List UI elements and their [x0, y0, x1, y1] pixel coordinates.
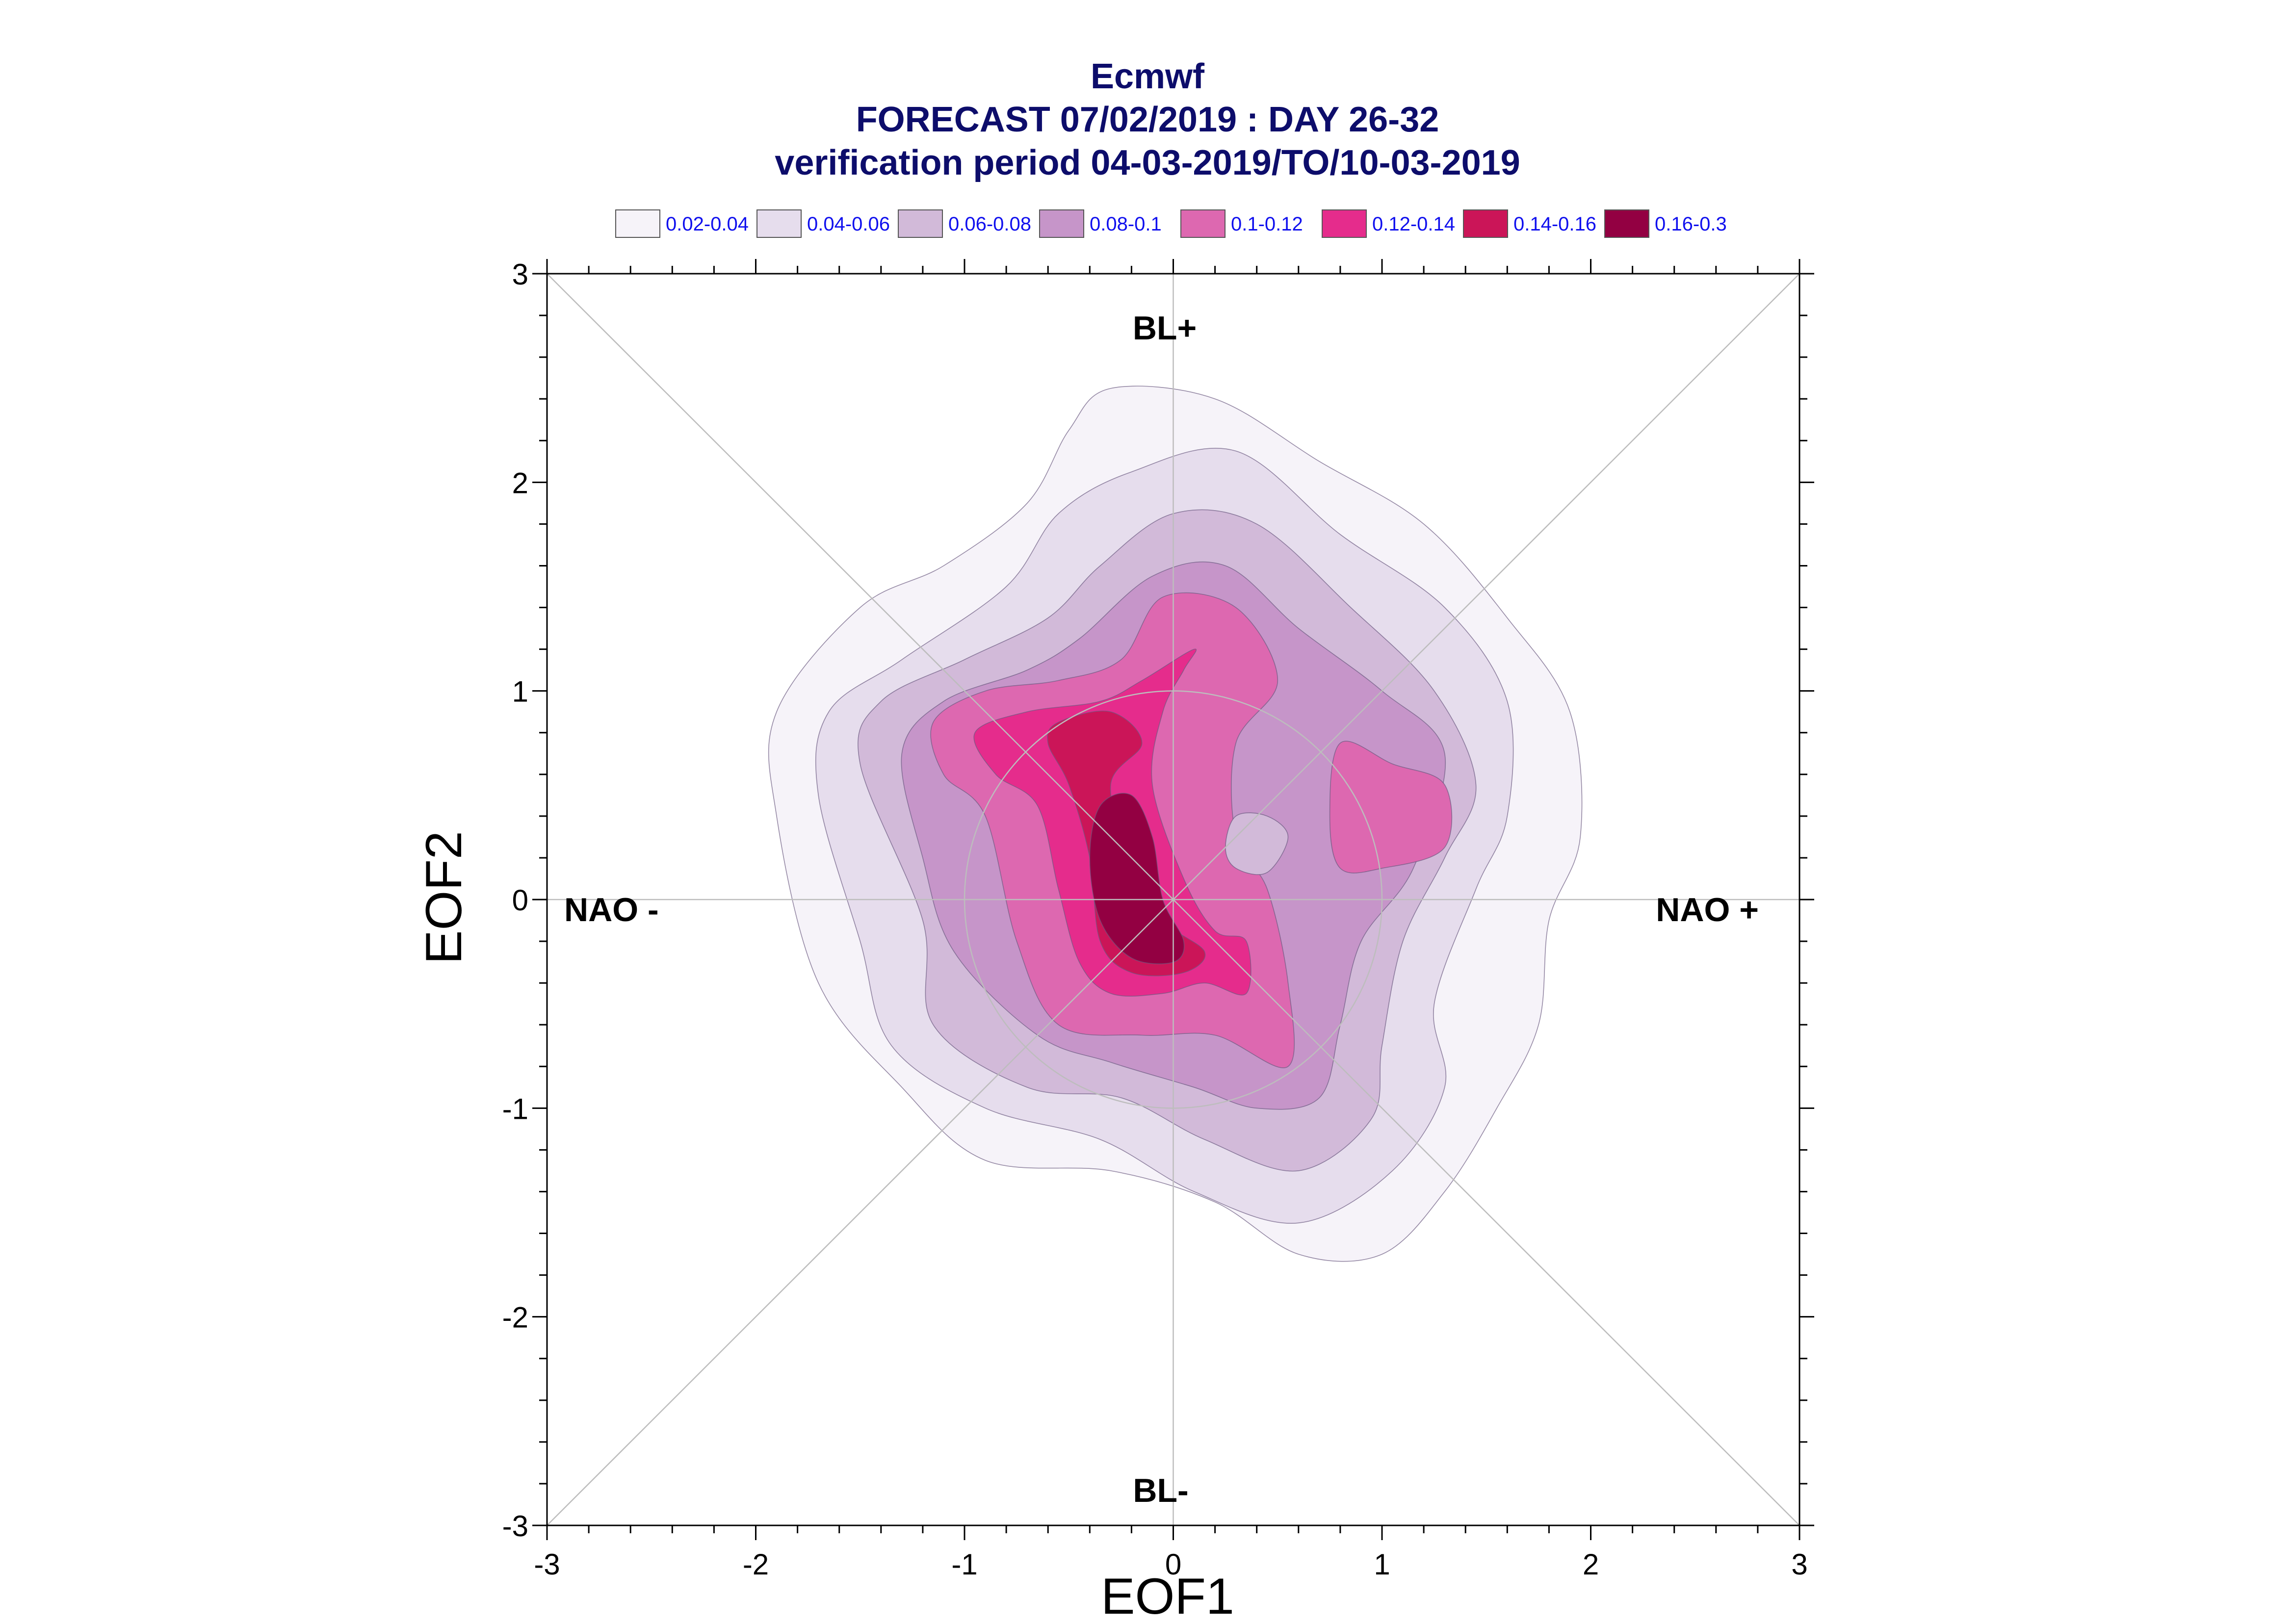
contour-region — [1089, 793, 1185, 964]
legend: 0.02-0.04 0.04-0.06 0.06-0.08 0.08-0.1 0.1-0… — [615, 209, 1727, 238]
y-tick-label: -1 — [502, 1092, 528, 1125]
legend-label: 0.08-0.1 — [1090, 213, 1162, 235]
plot-area: -3 -2 -1 0 1 2 3 3 2 1 0 -1 -2 -3 BL+ BL- NAO - NAO + — [502, 258, 1814, 1581]
x-tick-label: -1 — [951, 1548, 977, 1581]
legend-swatch — [1322, 209, 1367, 238]
y-tick-label: -2 — [502, 1301, 528, 1334]
regime-labels: BL+ BL- NAO - NAO + — [564, 309, 1759, 1509]
chart-subtitle-forecast: FORECAST 07/02/2019 : DAY 26-32 — [856, 100, 1439, 139]
y-tick-label: 1 — [512, 675, 528, 708]
regime-label-nao-minus: NAO - — [564, 891, 659, 928]
guide-lines — [547, 273, 1800, 1526]
regime-label-nao-plus: NAO + — [1656, 891, 1759, 928]
legend-swatch — [898, 209, 943, 238]
x-tick-label: 1 — [1374, 1548, 1390, 1581]
regime-label-bl-minus: BL- — [1133, 1472, 1188, 1509]
x-axis-title: EOF1 — [1101, 1568, 1234, 1624]
contour-region — [1047, 710, 1206, 977]
legend-label: 0.1-0.12 — [1231, 213, 1303, 235]
regime-label-bl-plus: BL+ — [1133, 309, 1197, 347]
axis-tick-labels: -3 -2 -1 0 1 2 3 3 2 1 0 -1 -2 -3 — [502, 258, 1808, 1581]
axis-titles: EOF1 EOF2 — [416, 831, 1234, 1624]
y-axis-title: EOF2 — [416, 831, 472, 964]
density-contours — [768, 386, 1583, 1262]
x-tick-label: -2 — [743, 1548, 769, 1581]
legend-swatch — [756, 209, 802, 238]
unit-circle — [964, 690, 1383, 1109]
legend-swatch — [1039, 209, 1084, 238]
legend-label: 0.16-0.3 — [1655, 213, 1727, 235]
legend-label: 0.02-0.04 — [666, 213, 749, 235]
y-tick-label: -3 — [502, 1510, 528, 1543]
y-tick-label: 2 — [512, 466, 528, 499]
x-tick-label: 2 — [1583, 1548, 1599, 1581]
legend-label: 0.14-0.16 — [1513, 213, 1596, 235]
y-tick-label: 3 — [512, 258, 528, 291]
legend-swatch — [1180, 209, 1226, 238]
contour-region — [1329, 741, 1453, 874]
legend-swatch — [615, 209, 660, 238]
legend-swatch — [1604, 209, 1649, 238]
chart-titles: Ecmwf FORECAST 07/02/2019 : DAY 26-32 ve… — [775, 57, 1520, 182]
legend-label: 0.04-0.06 — [807, 213, 890, 235]
legend-label: 0.06-0.08 — [948, 213, 1031, 235]
chart-subtitle-verification: verification period 04-03-2019/TO/10-03-… — [775, 143, 1520, 182]
legend-label: 0.12-0.14 — [1372, 213, 1455, 235]
x-tick-label: 3 — [1791, 1548, 1807, 1581]
y-tick-label: 0 — [512, 884, 528, 917]
x-tick-label: -3 — [534, 1548, 560, 1581]
x-tick-label: 0 — [1165, 1548, 1181, 1581]
legend-swatch — [1463, 209, 1508, 238]
axis-ticks — [532, 259, 1814, 1540]
chart-title: Ecmwf — [1091, 57, 1205, 96]
